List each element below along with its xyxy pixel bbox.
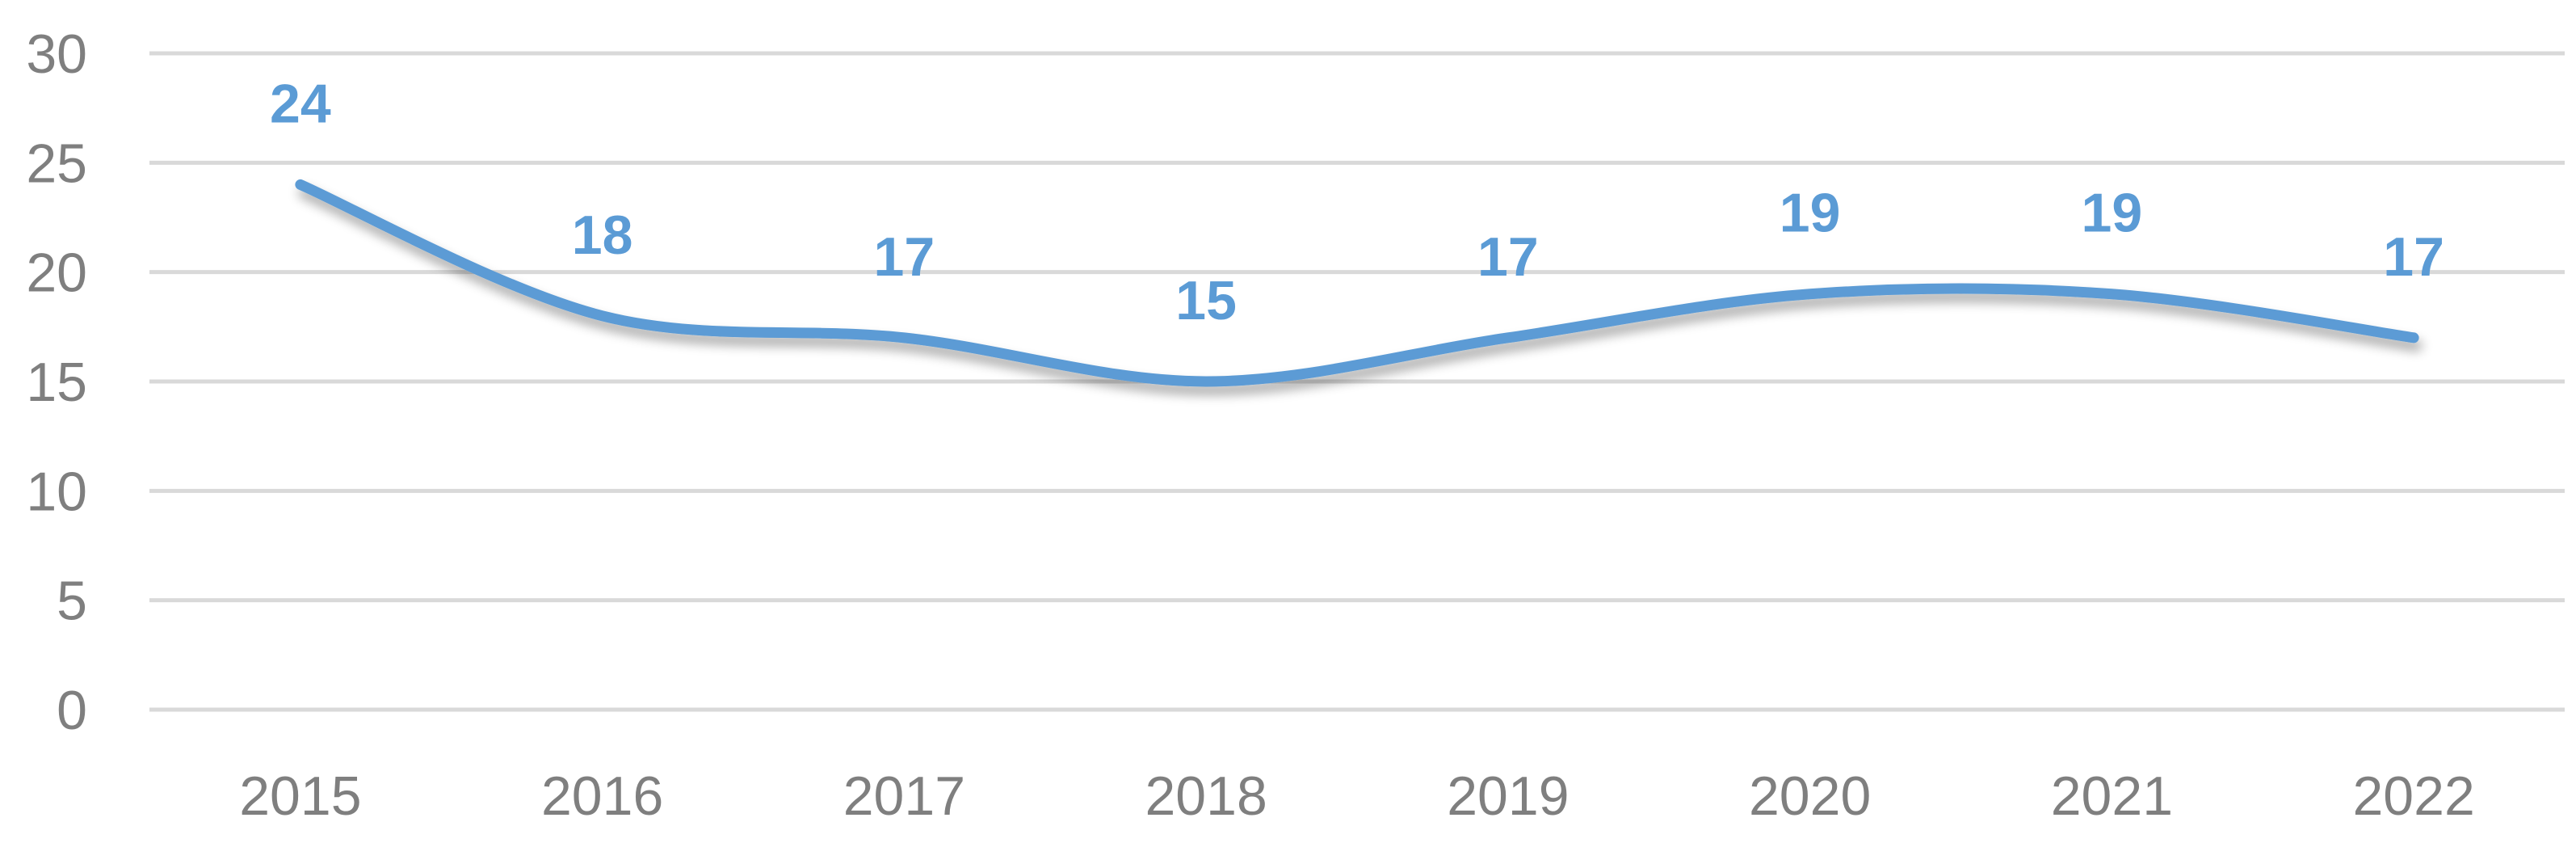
data-point-2016 bbox=[598, 311, 607, 321]
y-tick-label: 0 bbox=[57, 680, 87, 741]
x-tick-label: 2018 bbox=[1145, 765, 1267, 827]
x-tick-label: 2017 bbox=[843, 765, 965, 827]
data-labels: 24 18 17 15 17 19 19 17 bbox=[270, 73, 2444, 331]
gridlines bbox=[149, 51, 2565, 712]
x-tick-label: 2019 bbox=[1447, 765, 1569, 827]
y-tick-label: 5 bbox=[57, 571, 87, 632]
data-label-2021: 19 bbox=[2082, 183, 2143, 244]
data-label-2022: 17 bbox=[2383, 226, 2444, 288]
data-label-2020: 19 bbox=[1780, 183, 1841, 244]
series-line bbox=[295, 179, 2419, 387]
y-tick-label: 10 bbox=[26, 461, 87, 522]
data-point-2020 bbox=[1805, 289, 1815, 299]
data-point-2017 bbox=[899, 333, 909, 343]
data-point-2018 bbox=[1201, 377, 1211, 386]
data-label-2019: 17 bbox=[1477, 226, 1539, 288]
y-tick-label: 15 bbox=[26, 352, 87, 413]
y-tick-label: 30 bbox=[26, 23, 87, 85]
y-axis-ticks: 0 5 10 15 20 25 30 bbox=[26, 23, 87, 741]
x-axis-ticks: 2015 2016 2017 2018 2019 2020 2021 2022 bbox=[239, 765, 2475, 827]
x-tick-label: 2021 bbox=[2051, 765, 2173, 827]
series-lines bbox=[295, 179, 2419, 387]
data-point-2015 bbox=[296, 179, 305, 189]
data-point-2021 bbox=[2107, 289, 2116, 299]
data-label-2017: 17 bbox=[874, 226, 935, 288]
data-label-2018: 15 bbox=[1175, 270, 1237, 331]
data-label-2015: 24 bbox=[270, 73, 331, 134]
y-tick-label: 20 bbox=[26, 242, 87, 304]
y-tick-label: 25 bbox=[26, 133, 87, 194]
x-tick-label: 2020 bbox=[1749, 765, 1871, 827]
x-tick-label: 2015 bbox=[239, 765, 361, 827]
data-point-2022 bbox=[2409, 333, 2418, 343]
x-tick-label: 2016 bbox=[541, 765, 663, 827]
data-point-2019 bbox=[1503, 333, 1513, 343]
x-tick-label: 2022 bbox=[2352, 765, 2474, 827]
data-label-2016: 18 bbox=[572, 204, 633, 266]
